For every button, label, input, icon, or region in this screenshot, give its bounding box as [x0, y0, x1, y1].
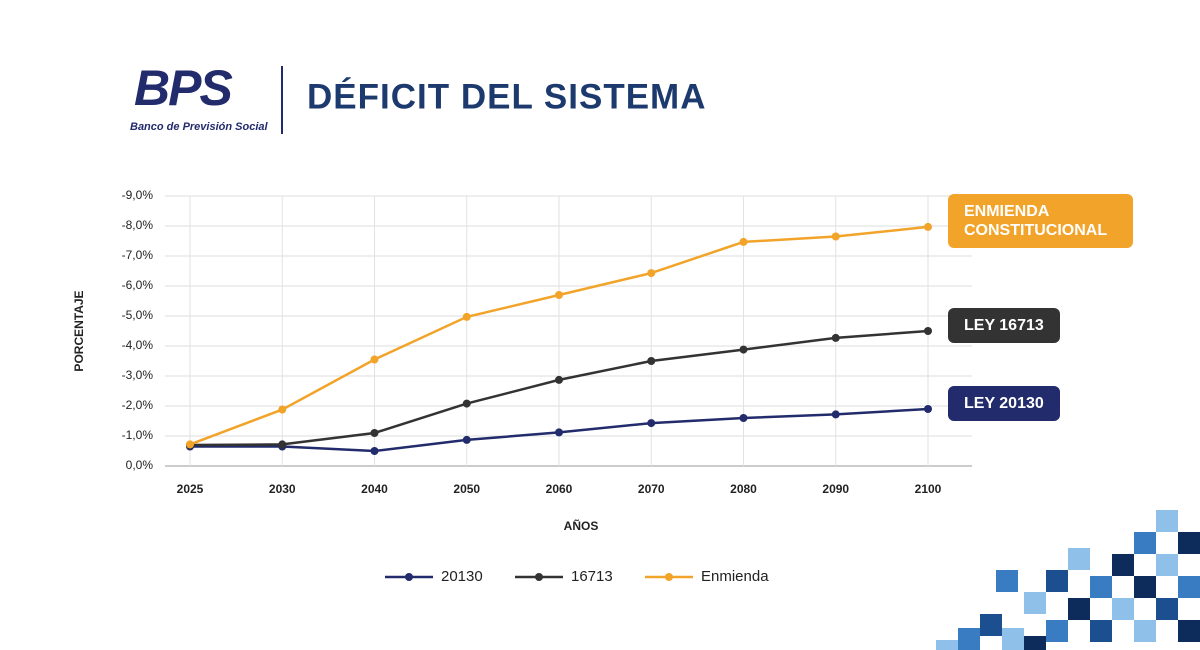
- point: [739, 237, 748, 246]
- point: [739, 345, 748, 354]
- y-tick-label: -8,0%: [122, 218, 154, 232]
- x-tick-label: 2090: [822, 482, 849, 496]
- point: [831, 410, 840, 419]
- point: [370, 447, 379, 455]
- point: [647, 419, 656, 428]
- point: [647, 357, 656, 365]
- x-tick-label: 2030: [269, 482, 296, 496]
- end-label: LEY 16713: [948, 307, 1060, 343]
- legend-label: Enmienda: [701, 568, 769, 585]
- point: [924, 327, 932, 335]
- x-tick-label: 2025: [177, 482, 204, 496]
- legend-label: 20130: [441, 568, 483, 585]
- legend-label: 16713: [571, 568, 613, 585]
- point: [831, 232, 840, 241]
- point: [278, 405, 287, 414]
- pixel-decoration: [936, 510, 1200, 650]
- x-tick-label: 2100: [915, 482, 942, 496]
- x-tick-label: 2060: [546, 482, 573, 496]
- point: [739, 414, 748, 422]
- end-label: LEY 20130: [948, 385, 1060, 421]
- y-tick-label: 0,0%: [126, 458, 154, 472]
- point: [555, 291, 563, 299]
- y-tick-label: -2,0%: [122, 398, 154, 412]
- point: [462, 312, 471, 321]
- page-title: DÉFICIT DEL SISTEMA: [307, 76, 707, 116]
- point: [462, 435, 471, 444]
- point: [278, 440, 287, 449]
- end-label: ENMIENDA CONSTITUCIONAL: [948, 193, 1133, 248]
- point: [924, 405, 932, 413]
- point: [647, 269, 656, 278]
- point: [831, 333, 840, 342]
- y-tick-label: -6,0%: [122, 278, 154, 292]
- legend-dot: [405, 573, 413, 581]
- point: [555, 375, 563, 384]
- y-axis-label: PORCENTAJE: [72, 290, 86, 371]
- point: [186, 440, 194, 449]
- point: [370, 429, 379, 437]
- y-tick-label: -3,0%: [122, 368, 154, 382]
- point: [555, 428, 563, 437]
- y-tick-label: -1,0%: [122, 428, 154, 442]
- y-tick-label: -9,0%: [122, 188, 154, 202]
- y-tick-label: -5,0%: [122, 308, 154, 322]
- legend-dot: [665, 573, 673, 581]
- logo-tagline: Banco de Previsión Social: [130, 121, 268, 133]
- x-tick-label: 2070: [638, 482, 665, 496]
- logo: BPS: [134, 60, 232, 116]
- x-tick-label: 2040: [361, 482, 388, 496]
- legend-dot: [535, 573, 543, 581]
- point: [462, 399, 471, 408]
- y-tick-label: -4,0%: [122, 338, 154, 352]
- point: [370, 355, 379, 364]
- x-tick-label: 2050: [453, 482, 480, 496]
- x-tick-label: 2080: [730, 482, 757, 496]
- y-tick-label: -7,0%: [122, 248, 154, 262]
- x-axis-label: AÑOS: [564, 518, 599, 533]
- point: [924, 222, 932, 231]
